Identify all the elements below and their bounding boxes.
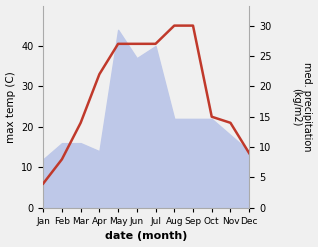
Y-axis label: med. precipitation
(kg/m2): med. precipitation (kg/m2) — [291, 62, 313, 151]
Y-axis label: max temp (C): max temp (C) — [5, 71, 16, 143]
X-axis label: date (month): date (month) — [105, 231, 187, 242]
